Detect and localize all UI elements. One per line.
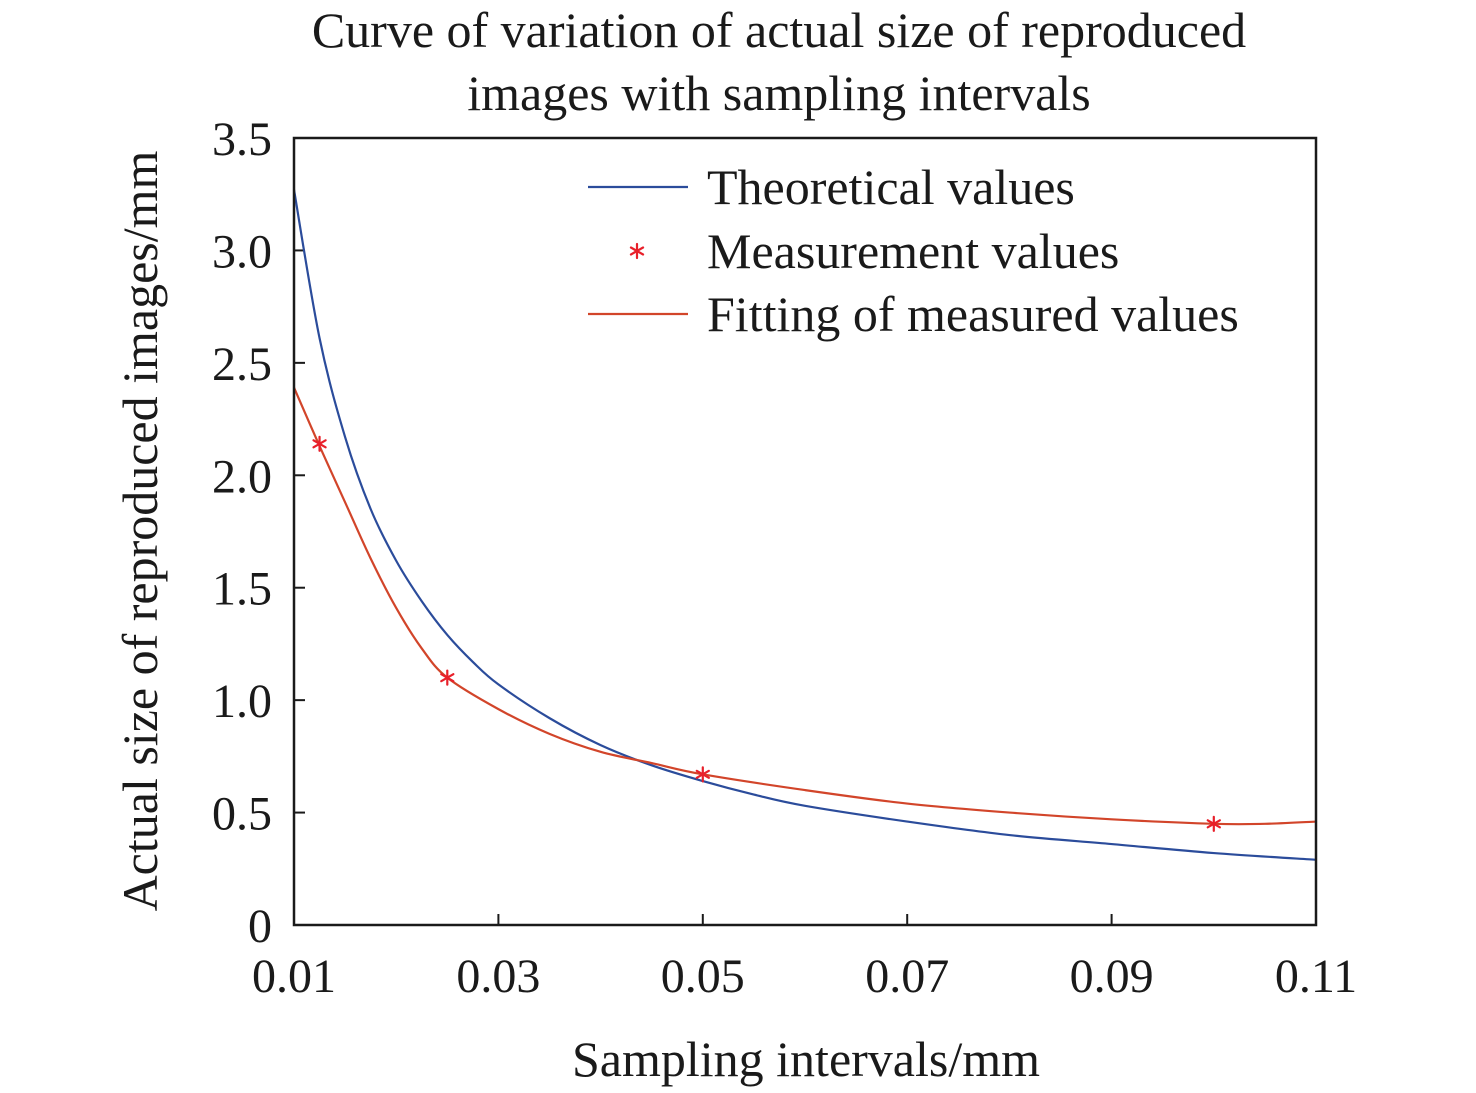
- y-tick-label: 3.0: [212, 225, 272, 278]
- y-axis: 0 0.5 1.0 1.5 2.0 2.5 3.0 3.5: [212, 113, 305, 953]
- legend-label: Fitting of measured values: [707, 286, 1239, 342]
- y-tick-label: 1.0: [212, 675, 272, 728]
- y-tick-label: 2.5: [212, 338, 272, 391]
- x-tick-label: 0.05: [661, 950, 745, 1003]
- x-tick-label: 0.07: [865, 950, 949, 1003]
- measurement-point: [695, 766, 710, 783]
- y-tick-label: 0: [248, 900, 272, 953]
- y-tick-label: 0.5: [212, 788, 272, 841]
- legend: Theoretical values Measurement values Fitt…: [588, 159, 1239, 342]
- measurement-point: [440, 669, 455, 686]
- y-axis-label: Actual size of reproduced images/mm: [112, 150, 168, 911]
- legend-label: Theoretical values: [707, 159, 1075, 215]
- x-axis: 0.01 0.03 0.05 0.07 0.09 0.11: [252, 914, 1357, 1003]
- measurement-point: [1206, 815, 1221, 832]
- chart-title-line-2: images with sampling intervals: [467, 65, 1091, 121]
- chart-title-line-1: Curve of variation of actual size of rep…: [312, 2, 1246, 58]
- x-axis-label: Sampling intervals/mm: [572, 1031, 1040, 1087]
- y-tick-label: 2.0: [212, 450, 272, 503]
- fitted-values-line: [292, 387, 1317, 826]
- x-tick-label: 0.03: [456, 950, 540, 1003]
- legend-swatch: [629, 242, 645, 260]
- x-tick-label: 0.09: [1070, 950, 1154, 1003]
- measurement-point: [312, 435, 327, 452]
- plot-frame: [292, 136, 1318, 927]
- theoretical-values-line: [292, 189, 1317, 861]
- x-tick-label: 0.11: [1275, 950, 1357, 1003]
- y-tick-label: 1.5: [212, 563, 272, 616]
- legend-label: Measurement values: [707, 223, 1119, 279]
- x-tick-label: 0.01: [252, 950, 336, 1003]
- y-tick-label: 3.5: [212, 113, 272, 166]
- plot-series: [292, 189, 1317, 861]
